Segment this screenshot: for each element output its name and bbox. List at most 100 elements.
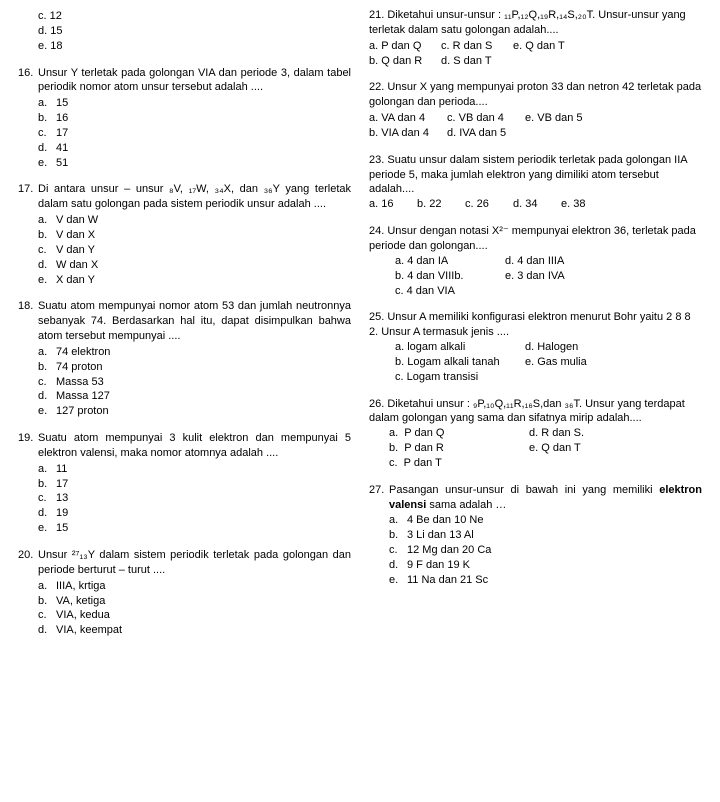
q16-option-c: c.17 bbox=[38, 126, 351, 141]
q25-option-b: b. Logam alkali tanah bbox=[395, 355, 525, 370]
option-letter: b. bbox=[38, 594, 56, 609]
option-letter: a. bbox=[389, 427, 404, 439]
q25-option-c: c. Logam transisi bbox=[395, 370, 702, 385]
option-letter: a. bbox=[389, 513, 407, 528]
question-number: 16. bbox=[18, 66, 38, 96]
question-21: 21. Diketahui unsur-unsur : ₁₁P,₁₂Q,₁₉R,… bbox=[369, 8, 702, 68]
q19-option-e: e.15 bbox=[38, 521, 351, 536]
q22-option-b: b. VIA dan 4 bbox=[369, 126, 447, 141]
option-letter: a. bbox=[38, 462, 56, 477]
option-text: 41 bbox=[56, 141, 68, 156]
option-text: 15 bbox=[56, 96, 68, 111]
q23-option-b: b. 22 bbox=[417, 197, 465, 212]
question-text: Pasangan unsur-unsur di bawah ini yang m… bbox=[389, 483, 702, 513]
option-letter: d. bbox=[38, 258, 56, 273]
option-letter: b. bbox=[38, 360, 56, 375]
q26-option-e: e. Q dan T bbox=[529, 441, 581, 456]
option-text: W dan X bbox=[56, 258, 98, 273]
option-text: 17 bbox=[56, 477, 68, 492]
question-text: Unsur X yang mempunyai proton 33 dan net… bbox=[369, 81, 701, 108]
q20-option-b: b.VA, ketiga bbox=[38, 594, 351, 609]
q18-option-d: d.Massa 127 bbox=[38, 389, 351, 404]
q15-option-e: e. 18 bbox=[38, 39, 351, 54]
option-letter: e. bbox=[38, 521, 56, 536]
option-text: d. 15 bbox=[38, 24, 62, 39]
q23-option-e: e. 38 bbox=[561, 197, 609, 212]
q26-option-b: P dan R bbox=[404, 442, 444, 454]
question-23: 23. Suatu unsur dalam sistem periodik te… bbox=[369, 153, 702, 212]
option-letter: b. bbox=[38, 477, 56, 492]
left-column: c. 12 d. 15 e. 18 16. Unsur Y terletak p… bbox=[18, 8, 351, 650]
q26-option-a: P dan Q bbox=[404, 427, 444, 439]
q17-option-a: a.V dan W bbox=[38, 213, 351, 228]
q19-option-b: b.17 bbox=[38, 477, 351, 492]
option-letter: c. bbox=[389, 543, 407, 558]
question-text: Suatu unsur dalam sistem periodik terlet… bbox=[369, 154, 687, 196]
q27-option-d: d.9 F dan 19 K bbox=[389, 558, 702, 573]
option-letter: e. bbox=[38, 156, 56, 171]
q27-option-e: e.11 Na dan 21 Sc bbox=[389, 573, 702, 588]
q25-option-a: a. logam alkali bbox=[395, 340, 525, 355]
question-number: 17. bbox=[18, 182, 38, 212]
q18-option-b: b.74 proton bbox=[38, 360, 351, 375]
option-letter: b. bbox=[389, 528, 407, 543]
option-letter: c. bbox=[38, 491, 56, 506]
option-letter: b. bbox=[38, 228, 56, 243]
option-letter: a. bbox=[38, 213, 56, 228]
q23-option-d: d. 34 bbox=[513, 197, 561, 212]
option-text: Massa 127 bbox=[56, 389, 110, 404]
option-letter: c. bbox=[38, 375, 56, 390]
q21-option-e: e. Q dan T bbox=[513, 39, 585, 54]
q23-option-c: c. 26 bbox=[465, 197, 513, 212]
q22-option-a: a. VA dan 4 bbox=[369, 111, 447, 126]
q20-option-c: c.VIA, kedua bbox=[38, 608, 351, 623]
option-letter: b. bbox=[389, 442, 404, 454]
question-25: 25. Unsur A memiliki konfigurasi elektro… bbox=[369, 310, 702, 384]
question-text: Suatu atom mempunyai nomor atom 53 dan j… bbox=[38, 299, 351, 344]
q17-option-b: b.V dan X bbox=[38, 228, 351, 243]
question-19: 19. Suatu atom mempunyai 3 kulit elektro… bbox=[18, 431, 351, 536]
q18-option-c: c.Massa 53 bbox=[38, 375, 351, 390]
question-number: 22. bbox=[369, 81, 384, 93]
option-text: 74 elektron bbox=[56, 345, 110, 360]
option-text: IIIA, krtiga bbox=[56, 579, 106, 594]
question-text: Unsur ²⁷₁₃Y dalam sistem periodik terlet… bbox=[38, 548, 351, 578]
option-letter: d. bbox=[38, 506, 56, 521]
option-letter: a. bbox=[38, 345, 56, 360]
option-text: 3 Li dan 13 Al bbox=[407, 528, 474, 543]
q22-option-e: e. VB dan 5 bbox=[525, 111, 603, 126]
q21-option-d: d. S dan T bbox=[441, 54, 513, 69]
option-text: V dan Y bbox=[56, 243, 95, 258]
option-letter: d. bbox=[38, 141, 56, 156]
option-text: 51 bbox=[56, 156, 68, 171]
option-letter: d. bbox=[38, 623, 56, 638]
option-letter: c. bbox=[38, 608, 56, 623]
q26-option-c: P dan T bbox=[404, 457, 442, 469]
option-letter: b. bbox=[38, 111, 56, 126]
question-22: 22. Unsur X yang mempunyai proton 33 dan… bbox=[369, 80, 702, 140]
option-text: V dan X bbox=[56, 228, 95, 243]
q17-option-e: e.X dan Y bbox=[38, 273, 351, 288]
option-letter: a. bbox=[38, 96, 56, 111]
question-number: 23. bbox=[369, 154, 384, 166]
option-text: 74 proton bbox=[56, 360, 102, 375]
question-16: 16. Unsur Y terletak pada golongan VIA d… bbox=[18, 66, 351, 171]
option-text: 4 Be dan 10 Ne bbox=[407, 513, 483, 528]
question-number: 21. bbox=[369, 9, 384, 21]
q16-option-b: b.16 bbox=[38, 111, 351, 126]
question-number: 20. bbox=[18, 548, 38, 578]
q20-option-a: a.IIIA, krtiga bbox=[38, 579, 351, 594]
q19-option-d: d.19 bbox=[38, 506, 351, 521]
q26-option-d: d. R dan S. bbox=[529, 426, 584, 441]
question-17: 17. Di antara unsur – unsur ₈V, ₁₇W, ₃₄X… bbox=[18, 182, 351, 287]
question-text: Di antara unsur – unsur ₈V, ₁₇W, ₃₄X, da… bbox=[38, 182, 351, 212]
option-letter: c. bbox=[38, 126, 56, 141]
question-text: Suatu atom mempunyai 3 kulit elektron da… bbox=[38, 431, 351, 461]
q18-option-a: a.74 elektron bbox=[38, 345, 351, 360]
option-text: 11 Na dan 21 Sc bbox=[407, 573, 488, 588]
question-number: 18. bbox=[18, 299, 38, 344]
option-text: VA, ketiga bbox=[56, 594, 105, 609]
q24-option-b: b. 4 dan VIIIb. bbox=[395, 269, 505, 284]
option-text: 17 bbox=[56, 126, 68, 141]
option-text: Massa 53 bbox=[56, 375, 104, 390]
